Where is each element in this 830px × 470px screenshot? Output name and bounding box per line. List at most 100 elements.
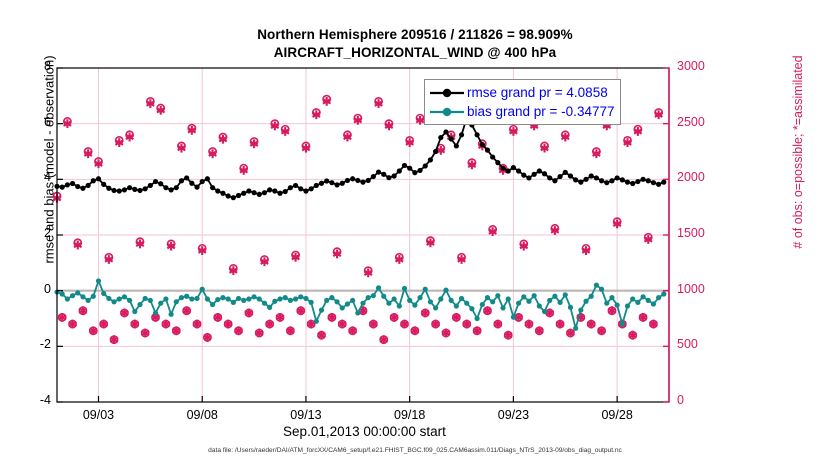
data-file-footer: data file: /Users/raeder/DAI/ATM_forcXX/… [208, 447, 622, 454]
series-marker-rmse [562, 169, 568, 175]
obs-assimilated-marker [337, 320, 347, 328]
series-marker-bias [593, 282, 599, 288]
series-marker-rmse [251, 190, 257, 196]
obs-assimilated-marker [203, 334, 212, 341]
series-marker-bias [209, 301, 216, 308]
series-marker-rmse [661, 179, 667, 185]
series-marker-rmse [355, 177, 361, 184]
series-marker-rmse [292, 182, 299, 189]
series-marker-rmse [142, 186, 148, 192]
series-marker-rmse [127, 185, 133, 191]
series-marker-rmse [433, 148, 439, 155]
series-marker-bias [241, 297, 247, 304]
series-marker-bias [158, 300, 164, 306]
obs-assimilated-marker [493, 320, 503, 328]
obs-assimilated-marker [633, 128, 643, 135]
obs-assimilated-marker [649, 320, 658, 328]
obs-assimilated-marker [177, 145, 186, 152]
obs-assimilated-marker [586, 320, 596, 328]
obs-assimilated-marker [394, 256, 404, 263]
series-marker-bias [583, 298, 589, 304]
series-marker-rmse [220, 190, 226, 196]
series-marker-bias [256, 296, 262, 302]
series-marker-rmse [427, 157, 434, 163]
series-marker-bias [567, 304, 574, 310]
chart-title-line2: AIRCRAFT_HORIZONTAL_WIND @ 400 hPa [273, 45, 557, 60]
obs-assimilated-marker [374, 100, 383, 107]
series-marker-bias [588, 293, 594, 299]
series-marker-rmse [334, 182, 340, 188]
series-marker-bias [552, 293, 558, 299]
obs-assimilated-marker [166, 243, 176, 250]
obs-assimilated-marker [286, 327, 295, 334]
series-marker-rmse [199, 178, 205, 185]
series-marker-bias [412, 302, 418, 308]
series-marker-bias [609, 295, 615, 301]
series-marker-bias [433, 305, 439, 311]
series-marker-bias [303, 295, 309, 302]
series-marker-rmse [137, 187, 143, 194]
series-marker-bias [298, 294, 304, 300]
series-marker-bias [350, 297, 356, 304]
series-marker-rmse [158, 181, 164, 187]
series-marker-rmse [235, 192, 242, 199]
series-marker-bias [85, 297, 91, 304]
obs-assimilated-marker [265, 320, 274, 328]
obs-assimilated-marker [654, 111, 663, 118]
series-marker-bias [101, 290, 107, 297]
series-marker-rmse [588, 173, 594, 179]
obs-assimilated-marker [208, 150, 217, 157]
obs-assimilated-marker [94, 160, 103, 167]
series-marker-rmse [230, 195, 236, 201]
series-marker-bias [334, 299, 340, 305]
legend-entry-rmse: rmse grand pr = 4.0858 [429, 83, 614, 102]
series-marker-bias [251, 294, 257, 300]
obs-assimilated-marker [488, 228, 497, 235]
series-marker-bias [443, 287, 449, 293]
series-marker-bias [614, 302, 620, 308]
series-marker-bias [292, 296, 299, 302]
obs-assimilated-marker [280, 128, 290, 135]
obs-assimilated-marker [78, 307, 88, 314]
obs-assimilated-marker [306, 320, 316, 328]
series-marker-rmse [500, 165, 506, 171]
series-marker-bias [427, 299, 434, 305]
series-marker-bias [355, 310, 361, 316]
series-marker-rmse [121, 187, 128, 193]
obs-assimilated-marker [332, 250, 342, 258]
obs-assimilated-marker [57, 314, 67, 321]
series-marker-bias [422, 286, 428, 292]
series-marker-rmse [396, 168, 402, 174]
series-marker-bias [640, 294, 646, 300]
series-marker-bias [656, 295, 662, 301]
series-marker-rmse [593, 175, 599, 181]
series-line-bias [56, 280, 665, 330]
series-marker-bias [578, 307, 584, 313]
obs-assimilated-marker [545, 309, 555, 317]
obs-assimilated-marker [441, 329, 451, 337]
series-marker-rmse [261, 190, 268, 196]
series-marker-bias [562, 292, 568, 298]
series-marker-rmse [59, 184, 65, 190]
legend-line-marker-bias [430, 107, 464, 116]
series-marker-bias [163, 296, 169, 302]
obs-assimilated-marker [483, 307, 492, 314]
series-marker-rmse [645, 178, 651, 184]
y-axis-right-tick-label: 0 [677, 393, 684, 407]
series-marker-rmse [225, 193, 231, 199]
obs-assimilated-marker [151, 314, 160, 321]
obs-assimilated-marker [223, 320, 233, 328]
y-axis-left-tick-label: -2 [39, 337, 51, 352]
y-axis-left-tick-label: 6 [44, 114, 51, 129]
series-marker-rmse [370, 173, 376, 180]
series-marker-bias [147, 297, 153, 304]
y-axis-left-tick-label: 2 [44, 226, 51, 240]
obs-assimilated-marker [192, 320, 202, 328]
obs-assimilated-marker [426, 239, 435, 246]
series-line-rmse [56, 117, 665, 199]
series-marker-bias [80, 294, 86, 300]
obs-assimilated-marker [99, 320, 109, 328]
series-marker-bias [495, 293, 501, 299]
obs-assimilated-marker [182, 307, 191, 314]
series-marker-rmse [484, 147, 491, 153]
